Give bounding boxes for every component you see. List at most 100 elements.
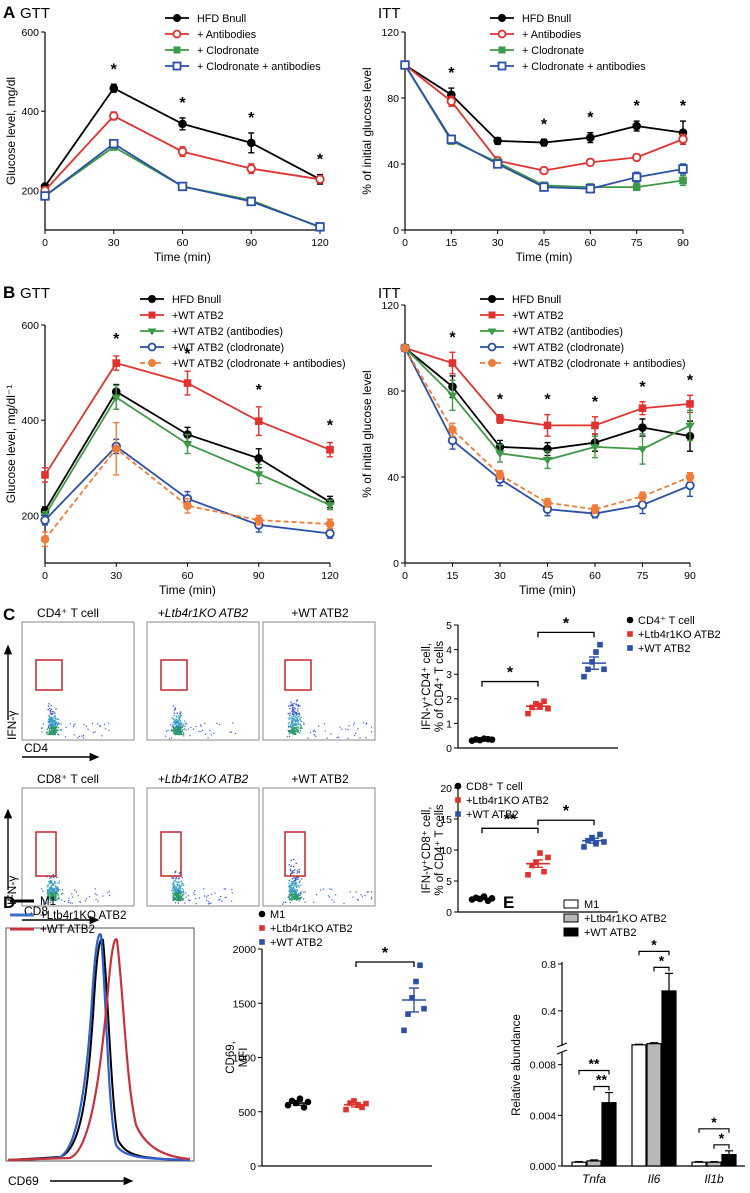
flow-event — [288, 730, 290, 732]
flow-event — [295, 889, 297, 891]
legend-label: CD8⁺ T cell — [466, 781, 523, 793]
axis-break-mark — [556, 1049, 568, 1055]
flow-event — [52, 898, 54, 900]
flow-event — [85, 725, 87, 727]
x-tick-label: 30 — [492, 237, 504, 249]
flow-event — [46, 731, 48, 733]
flow-event — [293, 718, 295, 720]
flow-event — [183, 735, 185, 737]
legend-label: M1 — [584, 899, 599, 911]
flow-event — [171, 726, 173, 728]
comparison-bracket — [537, 631, 595, 638]
flow-event — [202, 729, 204, 731]
flow-event — [299, 723, 301, 725]
flow-event — [177, 727, 180, 729]
flow-event — [355, 732, 357, 734]
flow-event — [288, 718, 290, 720]
flow-event — [298, 893, 300, 895]
flow-event — [339, 726, 341, 728]
flow-event — [181, 726, 183, 728]
flow-event — [289, 731, 291, 733]
flow-event — [77, 895, 79, 897]
flow-event — [289, 902, 291, 904]
comparison-bracket — [537, 819, 595, 826]
flow-event — [49, 731, 51, 733]
flow-event — [290, 897, 293, 899]
flow-event — [51, 723, 53, 726]
flow-event — [282, 903, 284, 905]
flow-event — [179, 712, 181, 714]
y-axis-label: CD69,MFI — [225, 1041, 250, 1074]
flow-event — [295, 726, 298, 728]
flow-event — [180, 896, 182, 898]
flow-event — [49, 886, 51, 888]
flow-event — [313, 734, 315, 736]
flow-event — [291, 890, 293, 892]
flow-event — [179, 899, 181, 902]
flow-event — [57, 727, 59, 729]
flow-event — [54, 728, 57, 730]
flow-event — [296, 720, 298, 722]
flow-event — [178, 888, 180, 890]
flow-event — [55, 896, 57, 898]
flow-event — [348, 725, 350, 727]
flow-event — [176, 896, 179, 898]
flow-event — [171, 737, 173, 739]
legend-label: + Clodronate + antibodies — [197, 61, 321, 73]
flow-event — [300, 878, 303, 880]
flow-event — [314, 731, 316, 733]
flow-event — [296, 889, 298, 891]
data-point — [543, 498, 552, 508]
flow-event — [101, 735, 103, 737]
data-point — [678, 164, 688, 174]
flow-event — [50, 708, 52, 710]
flow-event — [64, 736, 67, 738]
flow-event — [292, 886, 295, 888]
data-point — [525, 710, 531, 717]
flow-event — [208, 901, 210, 903]
flow-event — [51, 898, 54, 900]
flow-event — [366, 722, 368, 724]
flow-event — [176, 894, 179, 896]
flow-event — [65, 726, 67, 728]
flow-event — [293, 729, 295, 731]
data-point — [685, 422, 695, 431]
flow-event — [49, 733, 51, 736]
flow-event — [181, 899, 183, 901]
flow-event — [298, 885, 300, 887]
bar — [661, 990, 677, 1167]
flow-event — [173, 728, 175, 731]
flow-event — [292, 710, 294, 712]
flow-event — [49, 882, 51, 885]
flow-event — [300, 716, 302, 719]
flow-event — [291, 726, 293, 728]
flow-event — [298, 881, 301, 883]
significance-star: * — [563, 803, 570, 820]
data-point — [254, 417, 263, 425]
flow-event — [225, 896, 227, 898]
flow-event — [290, 890, 292, 892]
flow-event — [178, 717, 180, 719]
flow-event — [55, 722, 57, 725]
data-point — [495, 450, 505, 459]
data-point — [597, 641, 603, 648]
x-tick-label: 0 — [42, 237, 48, 249]
flow-event — [54, 717, 56, 720]
flow-event — [371, 896, 373, 898]
y-tick-label: 5 — [446, 876, 452, 888]
flow-event — [179, 898, 182, 900]
y-tick-label: 0.004 — [530, 1110, 556, 1122]
flow-event — [288, 896, 290, 898]
significance-star: * — [179, 95, 186, 112]
flow-event — [171, 883, 173, 885]
significance-star: * — [687, 372, 694, 389]
flow-event — [292, 727, 295, 729]
significance-star: * — [563, 615, 570, 632]
flow-event — [182, 891, 184, 893]
flow-event — [296, 885, 298, 887]
flow-event — [296, 876, 298, 878]
flow-event — [176, 892, 178, 894]
flow-event — [289, 705, 292, 707]
flow-event — [296, 897, 298, 899]
data-point — [533, 859, 539, 866]
